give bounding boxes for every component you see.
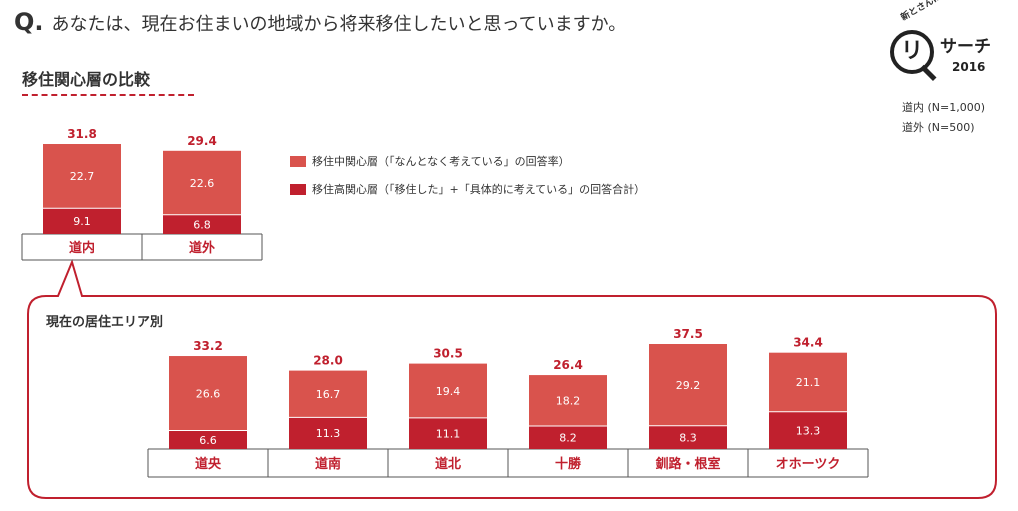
- logo-year: 2016: [952, 60, 986, 74]
- label-total-1: 29.4: [187, 134, 217, 148]
- legend-label-middle: 移住中関心層（「なんとなく考えている」の回答率）: [312, 155, 570, 168]
- label-high-5: 13.3: [796, 424, 821, 437]
- question-mark: Q.: [14, 8, 44, 36]
- label-total-4: 37.5: [673, 327, 703, 341]
- research-logo: 新とさんに リ サーチ 2016: [882, 0, 1002, 88]
- question-text: あなたは、現在お住まいの地域から将来移住したいと思っていますか。: [51, 14, 627, 35]
- sample-size-outside: 道外 (N=500): [902, 121, 975, 134]
- label-middle-5: 21.1: [796, 376, 821, 389]
- question: Q. あなたは、現在お住まいの地域から将来移住したいと思っていますか。: [14, 8, 626, 36]
- region-chart-title: 現在の居住エリア別: [46, 315, 164, 330]
- category-label-1: 道外: [189, 240, 215, 256]
- legend-label-high: 移住高関心層（「移住した」+「具体的に考えている」の回答合計）: [312, 183, 646, 196]
- category-label-1: 道南: [315, 456, 341, 472]
- bar-middle-1: [163, 150, 241, 215]
- label-high-1: 11.3: [316, 427, 341, 440]
- label-total-0: 33.2: [193, 339, 223, 353]
- legend-item-middle: 移住中関心層（「なんとなく考えている」の回答率）: [290, 153, 645, 169]
- bar-high-4: [649, 425, 727, 449]
- chart-hokkaido-vs-outside: 9.1 22.7 31.8 道内 6.8 22.6 29.4 道外: [21, 127, 263, 261]
- bar-middle-5: [769, 352, 847, 412]
- bar-middle-3: [529, 375, 607, 427]
- label-middle-1: 16.7: [316, 388, 341, 401]
- section-title-underline: [22, 94, 194, 96]
- category-label-4: 釧路・根室: [655, 456, 720, 472]
- label-high-0: 9.1: [73, 215, 91, 228]
- label-total-3: 26.4: [553, 358, 583, 372]
- bar-high-0: [169, 430, 247, 449]
- legend-swatch-high: [290, 183, 306, 195]
- category-label-5: オホーツク: [776, 457, 841, 472]
- bar-middle-0: [43, 144, 121, 209]
- bar-high-0: [43, 208, 121, 234]
- legend-item-high: 移住高関心層（「移住した」+「具体的に考えている」の回答合計）: [290, 181, 645, 197]
- category-label-3: 十勝: [555, 456, 582, 472]
- logo-search-text: サーチ: [940, 37, 991, 57]
- region-callout-box: [27, 258, 997, 499]
- label-high-3: 8.2: [559, 432, 577, 445]
- label-middle-1: 22.6: [190, 177, 215, 190]
- label-middle-3: 18.2: [556, 395, 581, 408]
- bar-high-3: [529, 426, 607, 449]
- legend: 移住中関心層（「なんとなく考えている」の回答率） 移住高関心層（「移住した」+「…: [290, 153, 645, 209]
- callout-outline: [27, 258, 997, 499]
- bar-high-1: [163, 214, 241, 234]
- bar-middle-2: [409, 363, 487, 418]
- chart-by-region: 6.6 26.6 33.2 道央 11.3 16.7 28.0 道南 11.1 19.4 30.5 道…: [147, 327, 869, 478]
- bar-high-2: [409, 417, 487, 449]
- label-middle-4: 29.2: [676, 379, 701, 392]
- category-label-2: 道北: [435, 456, 461, 472]
- label-middle-0: 22.7: [70, 170, 95, 183]
- category-label-0: 道央: [195, 456, 222, 472]
- label-high-1: 6.8: [193, 218, 211, 231]
- bar-middle-1: [289, 370, 367, 418]
- bar-high-5: [769, 411, 847, 449]
- label-total-0: 31.8: [67, 127, 97, 141]
- label-middle-2: 19.4: [436, 385, 461, 398]
- label-total-2: 30.5: [433, 347, 463, 361]
- label-middle-0: 26.6: [196, 387, 221, 400]
- bar-high-1: [289, 417, 367, 449]
- label-total-5: 34.4: [793, 336, 823, 350]
- sample-size-note: 道内 (N=1,000) 道外 (N=500): [902, 98, 985, 138]
- label-high-0: 6.6: [199, 434, 217, 447]
- label-high-2: 11.1: [436, 427, 461, 440]
- category-label-0: 道内: [69, 240, 95, 256]
- label-high-4: 8.3: [679, 431, 697, 444]
- legend-swatch-middle: [290, 155, 306, 167]
- label-total-1: 28.0: [313, 354, 343, 368]
- bar-middle-4: [649, 344, 727, 426]
- sample-size-hokkaido: 道内 (N=1,000): [902, 101, 986, 114]
- bar-middle-0: [169, 356, 247, 431]
- section-title: 移住関心層の比較: [22, 70, 151, 89]
- logo-magnifier-icon: リ: [890, 30, 934, 74]
